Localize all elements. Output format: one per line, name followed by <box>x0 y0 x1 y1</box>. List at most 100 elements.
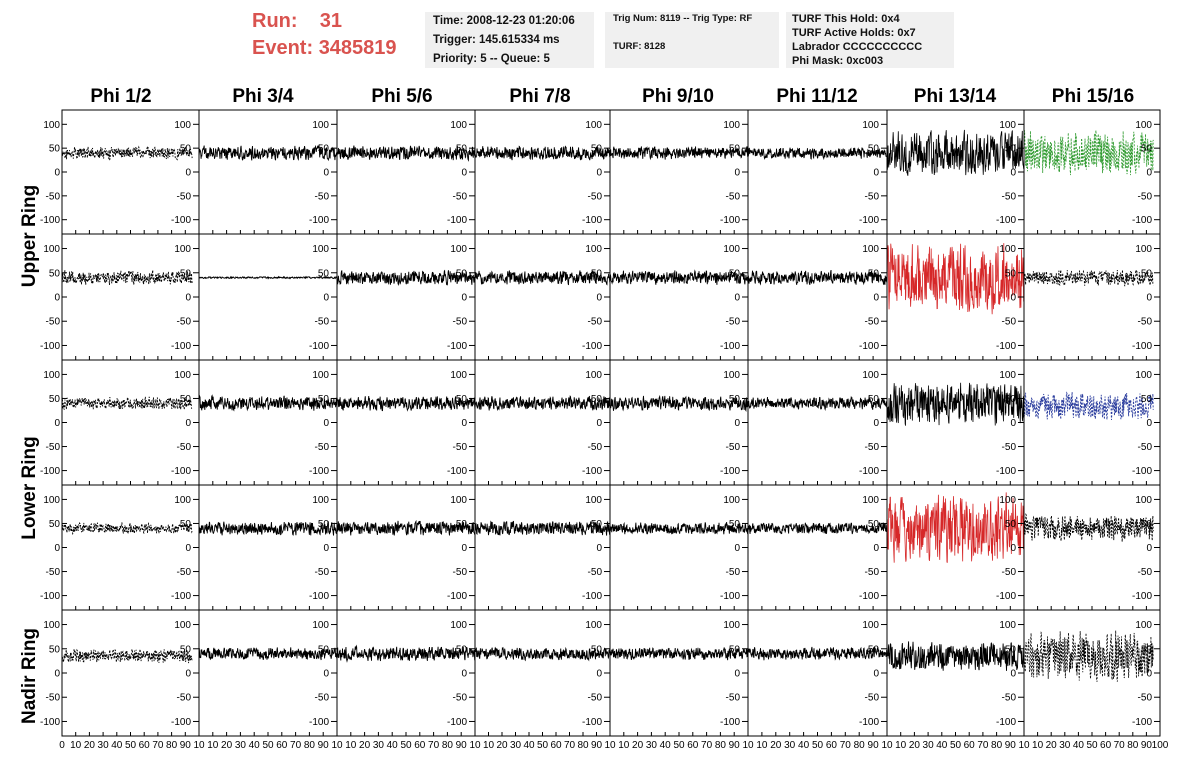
column-header: Phi 1/2 <box>90 86 152 107</box>
y-tick-label: 100 <box>312 120 329 131</box>
waveform-trace <box>1023 391 1154 420</box>
y-tick-label: -50 <box>177 693 192 704</box>
y-tick-label: -100 <box>582 215 602 226</box>
waveform-trace <box>747 522 888 535</box>
waveform-trace <box>609 269 749 285</box>
event-label: Event: <box>252 37 314 59</box>
waveform-trace <box>609 647 749 661</box>
waveform-trace <box>474 646 611 662</box>
y-tick-label: 0 <box>323 418 329 429</box>
y-tick-label: 50 <box>180 268 192 279</box>
x-tick-label: 10 <box>618 740 630 751</box>
y-tick-label: -50 <box>1002 693 1017 704</box>
y-tick-label: 100 <box>450 370 467 381</box>
x-tick-label: 50 <box>125 740 137 751</box>
x-tick-label: 20 <box>221 740 233 751</box>
x-tick-label: 10 <box>469 740 481 751</box>
x-tick-label: 20 <box>359 740 371 751</box>
waveform-trace <box>474 395 611 412</box>
x-tick-label: 10 <box>193 740 205 751</box>
x-tick-label: 10 <box>895 740 907 751</box>
x-tick-label: 60 <box>964 740 976 751</box>
y-tick-label: -50 <box>588 191 603 202</box>
waveform-panel: -100 -50 0 50 100 <box>474 109 611 235</box>
y-tick-label: -100 <box>720 717 740 728</box>
y-tick-label: 100 <box>312 370 329 381</box>
waveform-panel: -100 -50 0 50 100 -100 -50 0 50 100 <box>40 233 200 361</box>
y-tick-label: 0 <box>873 293 879 304</box>
y-tick-label: 100 <box>723 120 740 131</box>
y-tick-label: 50 <box>1141 519 1153 530</box>
y-tick-label: -100 <box>309 591 329 602</box>
x-tick-label: 20 <box>909 740 921 751</box>
y-tick-label: -100 <box>447 341 467 352</box>
waveform-trace <box>198 394 338 412</box>
x-tick-label: 10 <box>70 740 82 751</box>
y-tick-label: -50 <box>1138 317 1153 328</box>
y-tick-label: -50 <box>177 191 192 202</box>
y-tick-label: 0 <box>1146 669 1152 680</box>
y-tick-label: -100 <box>582 466 602 477</box>
y-tick-label: 50 <box>49 394 61 405</box>
y-tick-label: 50 <box>180 644 192 655</box>
y-tick-label: 50 <box>318 519 330 530</box>
y-tick-label: 100 <box>174 370 191 381</box>
y-tick-label: 50 <box>729 394 741 405</box>
y-tick-label: 50 <box>729 519 741 530</box>
y-tick-label: 0 <box>185 168 191 179</box>
labrador-text: Labrador CCCCCCCCCC <box>792 41 923 53</box>
y-tick-label: 0 <box>461 168 467 179</box>
y-tick-label: 0 <box>873 418 879 429</box>
waveform-trace <box>747 395 888 411</box>
y-tick-label: -50 <box>726 442 741 453</box>
y-tick-label: 0 <box>596 293 602 304</box>
y-tick-label: 0 <box>461 543 467 554</box>
y-tick-label: 50 <box>868 644 880 655</box>
waveform-panel: -100 -50 0 50 100 <box>336 233 476 361</box>
y-tick-label: 0 <box>185 293 191 304</box>
waveform-trace <box>61 270 193 287</box>
x-tick-label: 20 <box>84 740 96 751</box>
y-tick-label: 100 <box>999 120 1016 131</box>
y-tick-label: -100 <box>447 717 467 728</box>
waveform-panel: -100 -50 0 50 100 <box>747 359 888 486</box>
x-tick-label: 10 <box>881 740 893 751</box>
y-tick-label: 0 <box>1010 669 1016 680</box>
waveform-trace <box>198 521 338 536</box>
y-tick-label: 50 <box>180 144 192 155</box>
x-tick-label: 70 <box>840 740 852 751</box>
event-row: Event: 3485819 <box>252 35 397 62</box>
y-tick-label: -50 <box>1002 317 1017 328</box>
x-tick-label: 30 <box>373 740 385 751</box>
x-tick-label: 80 <box>577 740 589 751</box>
y-tick-label: 0 <box>596 418 602 429</box>
run-event-header: Run: 31 Event: 3485819 <box>252 8 397 62</box>
waveform-trace <box>336 269 476 287</box>
x-tick-label: 60 <box>1100 740 1112 751</box>
x-tick-label: 90 <box>318 740 330 751</box>
waveform-trace <box>609 521 749 535</box>
y-tick-label: -100 <box>996 215 1016 226</box>
x-tick-label: 80 <box>166 740 178 751</box>
waveform-panel: -100 -50 0 50 100 <box>198 359 338 486</box>
y-tick-label: -50 <box>1002 191 1017 202</box>
y-tick-label: -100 <box>582 717 602 728</box>
y-tick-label: 100 <box>312 244 329 255</box>
y-tick-label: -50 <box>315 317 330 328</box>
waveform-panel: -100 -50 0 50 100 <box>1023 359 1161 486</box>
x-tick-label: 20 <box>1046 740 1058 751</box>
y-tick-label: 100 <box>723 495 740 506</box>
y-tick-label: 100 <box>585 370 602 381</box>
waveform-panel: -100 -50 0 50 100 <box>474 359 611 486</box>
y-tick-label: 50 <box>729 268 741 279</box>
waveform-panel: -100 -50 0 50 100 <box>198 233 338 361</box>
y-tick-label: -100 <box>171 341 191 352</box>
x-tick-label: 50 <box>1086 740 1098 751</box>
waveform-panel: -100 -50 0 50 100 <box>886 233 1025 361</box>
turf-text: TURF: 8128 <box>613 41 666 52</box>
y-tick-label: -100 <box>309 341 329 352</box>
y-tick-label: -100 <box>996 717 1016 728</box>
